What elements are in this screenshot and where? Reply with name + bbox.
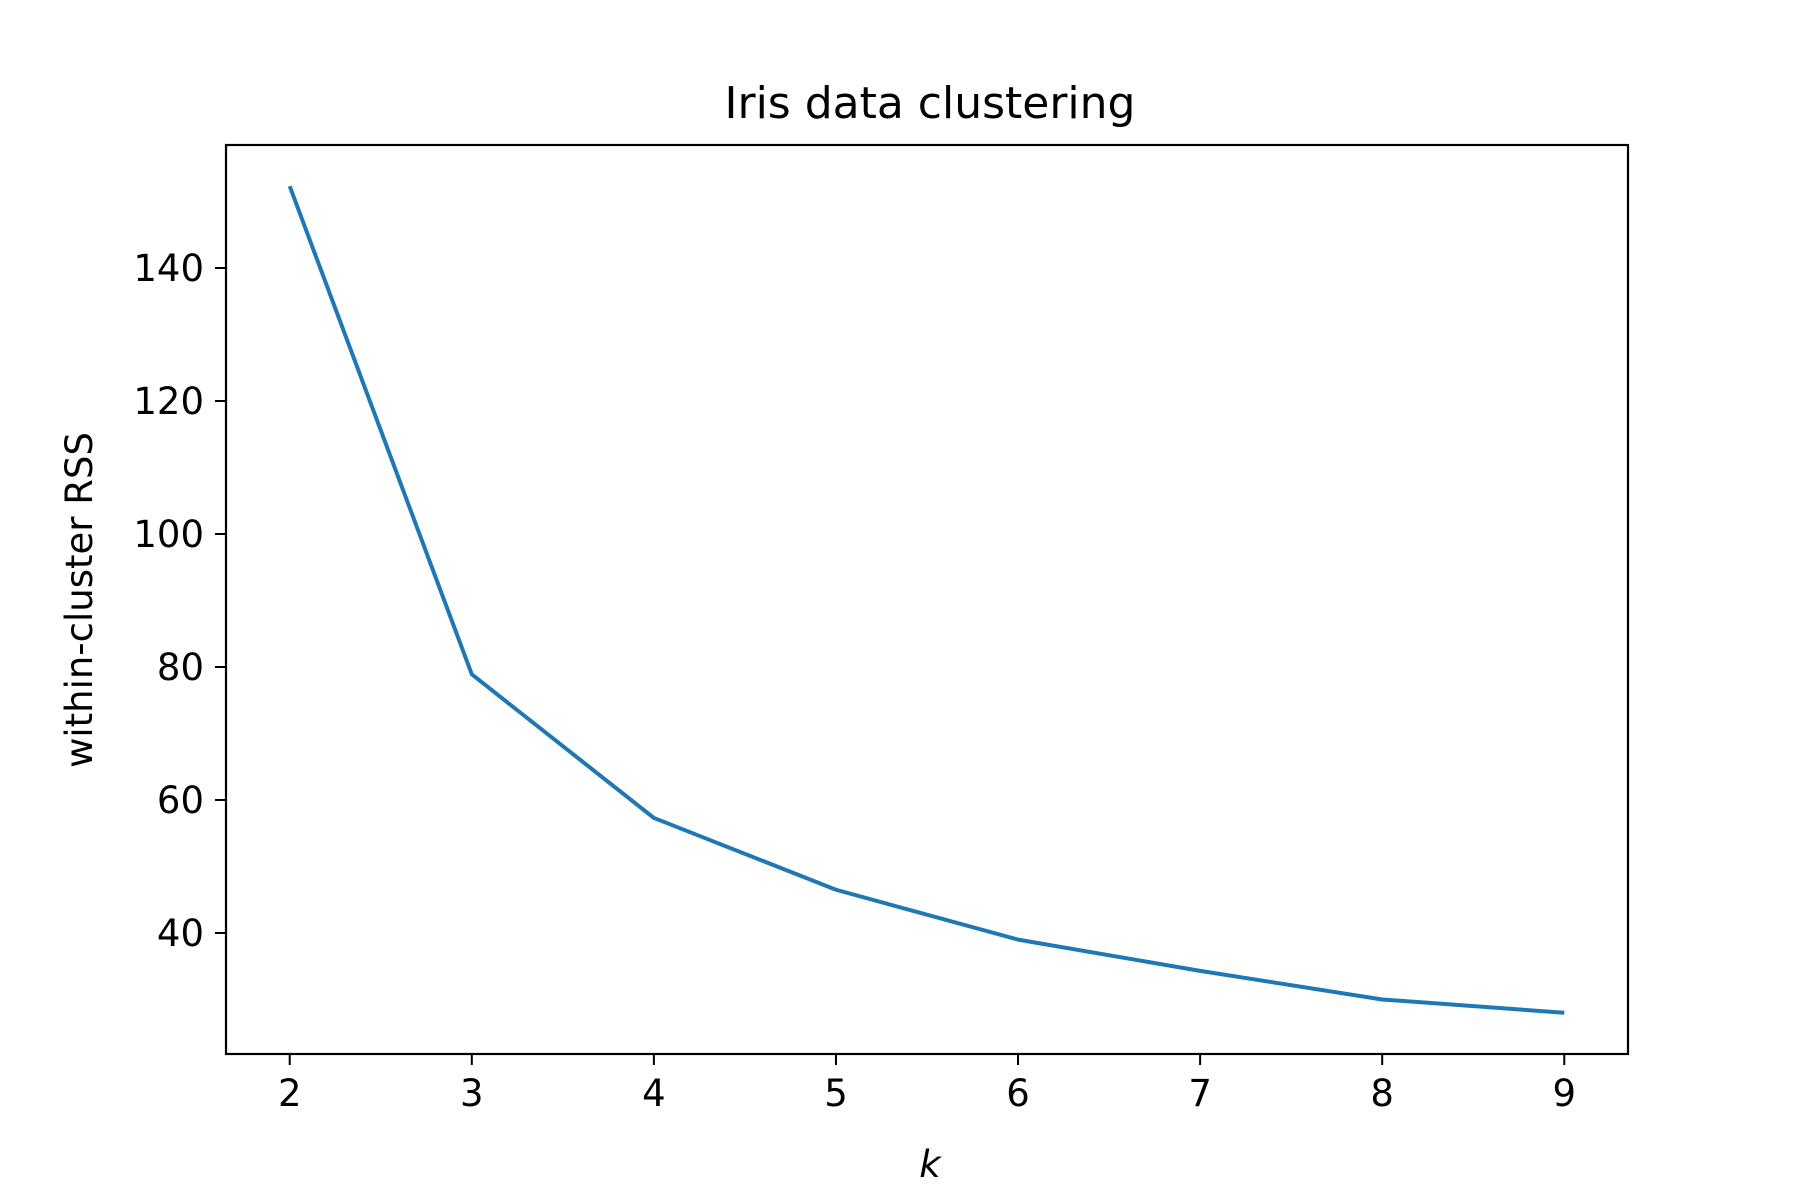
- x-tick-label: 4: [642, 1072, 666, 1115]
- x-axis-ticks: 2 3 4 5 6 7 8 9: [278, 1054, 1576, 1115]
- y-tick-label: 80: [157, 646, 204, 689]
- y-tick-label: 140: [133, 247, 204, 290]
- x-tick-label: 8: [1370, 1072, 1394, 1115]
- x-tick-label: 3: [460, 1072, 484, 1115]
- x-tick-label: 6: [1006, 1072, 1030, 1115]
- y-axis-ticks: 40 60 80 100 120 140: [133, 247, 226, 955]
- y-tick-label: 60: [157, 779, 204, 822]
- y-tick-label: 40: [157, 912, 204, 955]
- chart-title: Iris data clustering: [725, 78, 1136, 129]
- x-tick-label: 2: [278, 1072, 302, 1115]
- x-axis-label: k: [919, 1143, 942, 1186]
- y-tick-label: 120: [133, 380, 204, 423]
- x-tick-label: 5: [824, 1072, 848, 1115]
- plot-area: [287, 185, 1565, 1015]
- y-axis-label: within-cluster RSS: [58, 432, 101, 768]
- x-tick-label: 9: [1552, 1072, 1576, 1115]
- x-tick-label: 7: [1188, 1072, 1212, 1115]
- y-tick-label: 100: [133, 513, 204, 556]
- series-line: [287, 185, 1565, 1015]
- plot-frame: [224, 143, 1630, 1056]
